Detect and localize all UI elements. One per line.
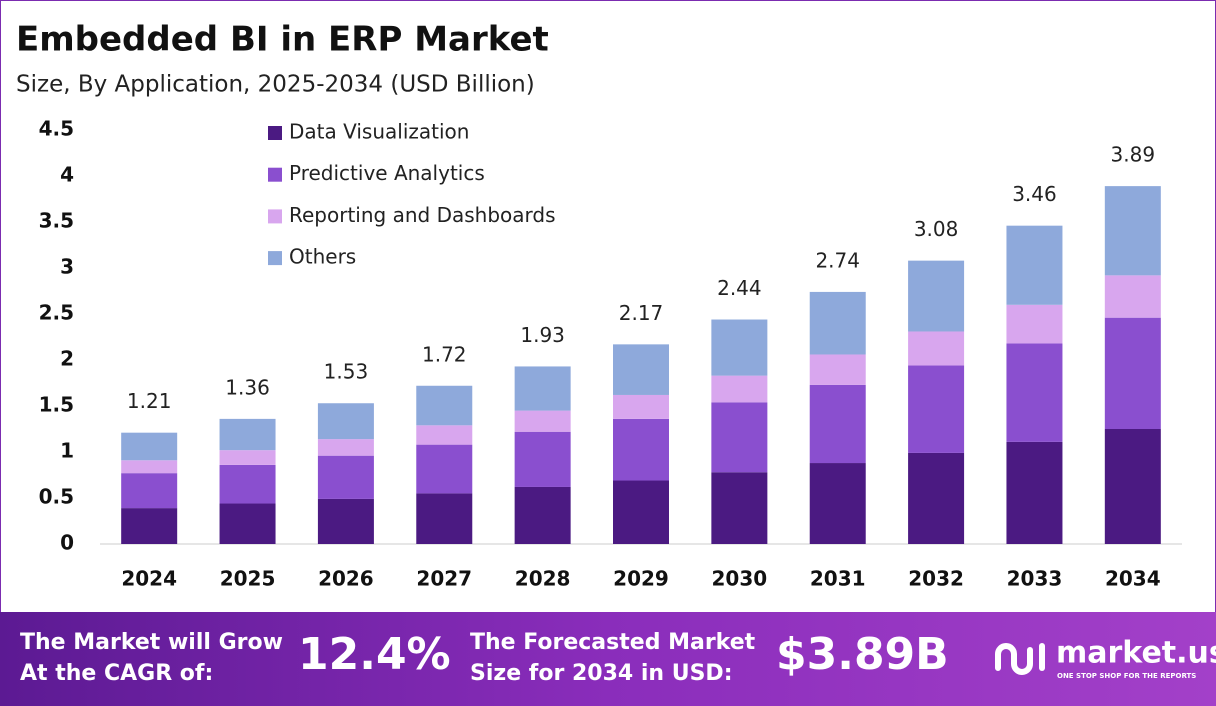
bar-segment	[219, 418, 276, 451]
y-tick-label: 2	[60, 347, 74, 371]
x-tick-label: 2032	[908, 567, 964, 591]
logo-icon	[995, 643, 1045, 675]
bar-segment	[1006, 225, 1063, 305]
bar-segment	[1006, 304, 1063, 344]
cagr-value: 12.4%	[298, 629, 451, 680]
bar-segment	[317, 455, 374, 499]
brand: market.us	[1056, 636, 1216, 671]
bar-segment	[416, 444, 473, 494]
bar-segment	[121, 460, 178, 474]
x-tick-label: 2024	[121, 567, 177, 591]
legend-label: Others	[289, 245, 356, 269]
forecast-value: $3.89B	[776, 629, 949, 680]
legend-label: Predictive Analytics	[289, 161, 485, 185]
legend-swatch	[268, 251, 282, 266]
bar-segment	[908, 365, 965, 453]
legend-swatch	[268, 126, 282, 140]
bar-segment	[121, 432, 178, 461]
total-label: 1.36	[225, 375, 270, 399]
x-tick-label: 2025	[220, 567, 276, 591]
bar-segment	[317, 498, 374, 544]
total-label: 3.89	[1111, 143, 1156, 167]
x-tick-label: 2029	[613, 567, 669, 591]
x-tick-label: 2028	[515, 567, 571, 591]
bar-segment	[908, 331, 965, 366]
x-tick-label: 2027	[416, 567, 472, 591]
total-label: 3.46	[1012, 182, 1057, 206]
bar-segment	[219, 503, 276, 544]
total-label: 2.74	[815, 248, 860, 272]
bar-segment	[416, 385, 473, 426]
bar-segment	[809, 354, 866, 385]
total-label: 1.53	[324, 360, 369, 384]
y-tick-label: 3.5	[39, 209, 74, 233]
x-tick-label: 2030	[712, 567, 768, 591]
bar-segment	[613, 480, 669, 544]
legend-swatch	[268, 209, 282, 224]
y-tick-label: 1	[60, 439, 74, 463]
bar-segment	[809, 291, 866, 355]
x-tick-label: 2026	[318, 567, 374, 591]
legend-label: Data Visualization	[289, 120, 469, 144]
x-tick-label: 2033	[1007, 567, 1063, 591]
x-tick-label: 2031	[810, 567, 866, 591]
bar-segment	[711, 319, 768, 376]
forecast-text: The Forecasted Market	[470, 630, 756, 655]
bar-segment	[1006, 343, 1063, 442]
cagr-text: At the CAGR of:	[20, 661, 213, 686]
y-tick-label: 3	[60, 255, 74, 279]
bar-segment	[613, 344, 669, 395]
legend-swatch	[268, 167, 282, 182]
bar-segment	[514, 366, 571, 411]
y-tick-label: 0.5	[39, 485, 74, 509]
y-tick-label: 4.5	[39, 117, 74, 141]
footer-band	[0, 612, 1216, 706]
bar-segment	[317, 403, 374, 440]
tagline: ONE STOP SHOP FOR THE REPORTS	[1057, 672, 1196, 680]
cagr-text: The Market will Grow	[20, 630, 283, 655]
bar-segment	[613, 394, 669, 419]
legend-label: Reporting and Dashboards	[289, 203, 556, 227]
forecast-text: Size for 2034 in USD:	[470, 661, 733, 686]
y-tick-label: 1.5	[39, 393, 74, 417]
bar-segment	[908, 452, 965, 544]
bar-segment	[809, 463, 866, 544]
bar-segment	[416, 493, 473, 544]
bar-segment	[514, 431, 571, 487]
bar-segment	[317, 439, 374, 456]
y-tick-label: 4	[60, 163, 74, 187]
bar-segment	[1006, 441, 1063, 544]
bar-segment	[416, 425, 473, 445]
bar-segment	[1104, 429, 1161, 544]
bar-segment	[514, 486, 571, 544]
total-label: 2.44	[717, 276, 762, 300]
bar-segment	[1104, 275, 1161, 318]
bar-segment	[711, 375, 768, 403]
total-label: 3.08	[914, 217, 959, 241]
bar-segment	[121, 473, 178, 509]
bar-segment	[514, 410, 571, 432]
total-label: 1.21	[127, 389, 172, 413]
y-tick-label: 0	[60, 531, 74, 555]
bar-segment	[613, 418, 669, 481]
total-label: 1.72	[422, 342, 467, 366]
x-tick-label: 2034	[1105, 567, 1161, 591]
bar-segment	[121, 508, 178, 544]
bar-segment	[1104, 317, 1161, 429]
chart-title: Embedded BI in ERP Market	[16, 20, 549, 60]
bar-segment	[908, 260, 965, 332]
bar-segment	[711, 472, 768, 544]
bar-segment	[1104, 186, 1161, 276]
chart-subtitle: Size, By Application, 2025-2034 (USD Bil…	[16, 72, 535, 98]
y-tick-label: 2.5	[39, 301, 74, 325]
bar-segment	[219, 450, 276, 465]
total-label: 2.17	[619, 301, 664, 325]
bar-segment	[809, 384, 866, 464]
bar-segment	[219, 464, 276, 504]
total-label: 1.93	[520, 323, 565, 347]
bar-segment	[711, 402, 768, 473]
